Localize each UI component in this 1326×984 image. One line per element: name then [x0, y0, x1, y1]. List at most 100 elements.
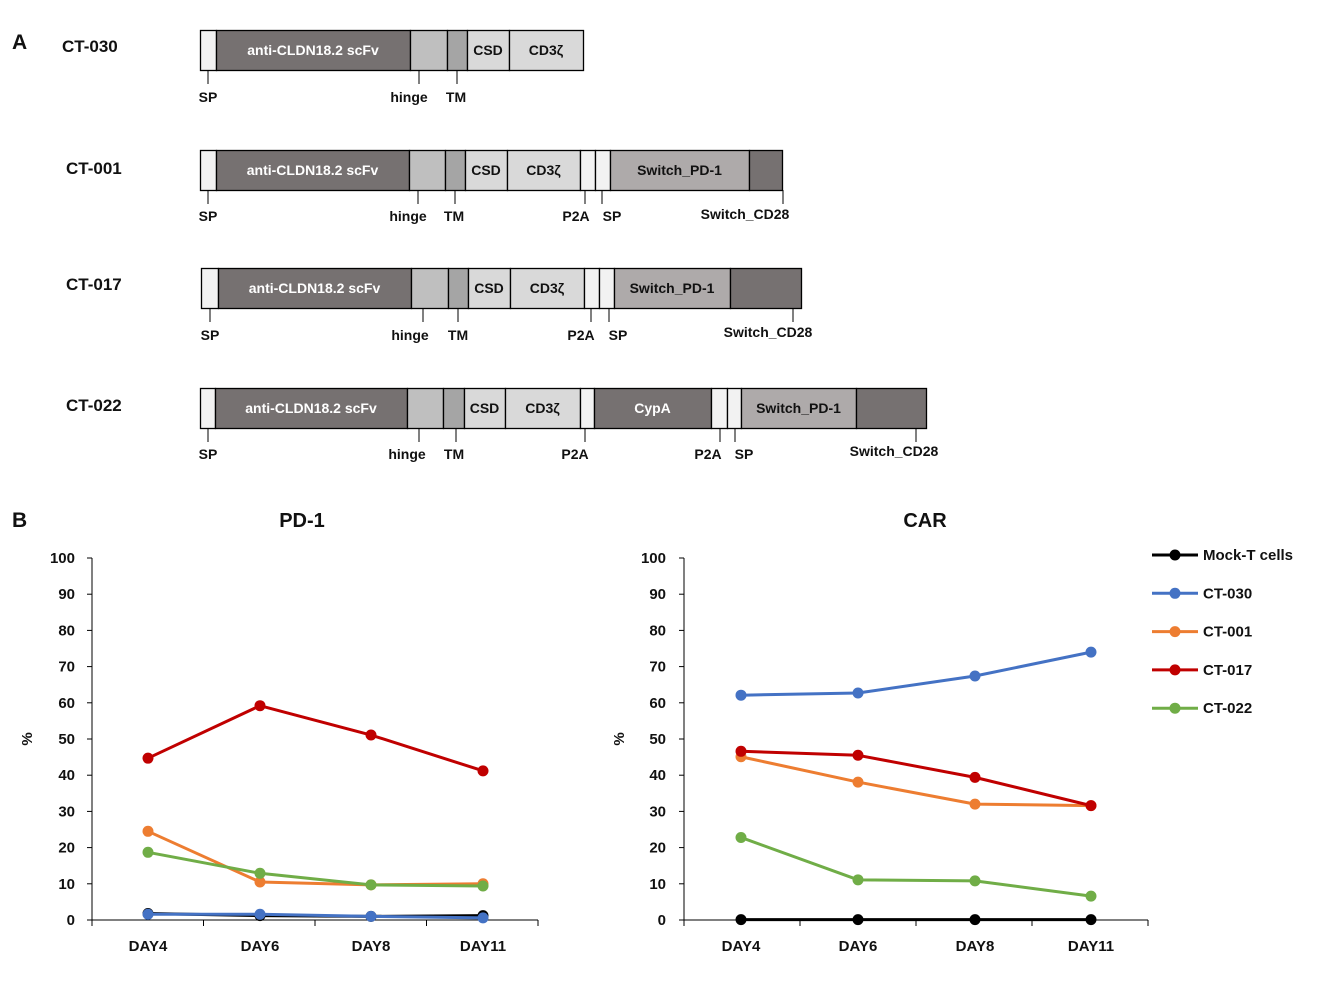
annotation-label: SP [603, 208, 622, 224]
annotation-label: SP [199, 208, 218, 224]
construct-diagrams: CT-030 anti-CLDN18.2 scFv CSD CD3ζ SP hinge TM… [62, 29, 939, 462]
segment-label: CSD [473, 42, 503, 58]
y-tick-label: 60 [649, 695, 666, 712]
segment-csd [467, 267, 512, 310]
annotation-label: P2A [561, 446, 588, 462]
data-point [142, 825, 154, 837]
legend-swatch-marker [1169, 587, 1181, 599]
x-tick-label: DAY11 [460, 938, 506, 955]
data-point [735, 831, 747, 843]
y-tick-label: 30 [58, 803, 75, 820]
x-tick-label: DAY6 [241, 938, 280, 955]
data-point [735, 689, 747, 701]
data-point [142, 752, 154, 764]
segment-csd [466, 29, 511, 72]
data-point [254, 876, 266, 888]
segment-label: CSD [470, 400, 500, 416]
segment-sp [726, 387, 743, 430]
y-tick-label: 0 [67, 912, 75, 929]
annotation-label: SP [199, 89, 218, 105]
segment-hinge [406, 387, 445, 430]
segment-tm [444, 149, 467, 192]
data-point [852, 914, 864, 926]
segment-p2a [710, 387, 729, 430]
series-ct017 [735, 745, 1097, 812]
segment-p2a [579, 149, 597, 192]
x-tick-label: DAY6 [839, 938, 878, 955]
series-ct030 [735, 646, 1097, 701]
segment-p2a [583, 267, 601, 310]
segment-switch_pd1 [613, 267, 732, 310]
segment-hinge [408, 149, 447, 192]
segment-tm [446, 29, 469, 72]
series-ct030 [142, 908, 489, 924]
y-tick-label: 100 [50, 550, 75, 567]
data-point [254, 700, 266, 712]
segment-label: CD3ζ [526, 162, 561, 178]
y-tick-label: 90 [649, 586, 666, 603]
y-tick-label: 70 [649, 659, 666, 676]
segment-label: CSD [474, 280, 504, 296]
series-line [740, 749, 1092, 808]
data-point [365, 879, 377, 891]
series-line [147, 829, 484, 887]
segment-label: CD3ζ [525, 400, 560, 416]
segment-tm [442, 387, 466, 430]
y-tick-label: 20 [58, 840, 75, 857]
construct-ct-017: CT-017 anti-CLDN18.2 scFv CSD CD3ζ Switch_PD… [66, 267, 813, 343]
y-tick-label: 70 [58, 659, 75, 676]
legend-label: CT-030 [1203, 585, 1252, 602]
annotation-label: SP [201, 327, 220, 343]
segment-cd3z [509, 267, 586, 310]
segment-label: anti-CLDN18.2 scFv [245, 400, 377, 416]
annotation-label: P2A [567, 327, 594, 343]
data-point [477, 765, 489, 777]
construct-ct-030: CT-030 anti-CLDN18.2 scFv CSD CD3ζ SP hinge TM [62, 29, 585, 105]
x-tick-label: DAY8 [352, 938, 391, 955]
legend-label: CT-001 [1203, 624, 1252, 641]
y-axis-title: % [19, 732, 36, 745]
y-tick-label: 100 [641, 550, 666, 567]
chart-title: CAR [903, 510, 947, 532]
series-ct022 [142, 846, 489, 892]
y-tick-label: 10 [649, 876, 666, 893]
annotation-label: SP [735, 446, 754, 462]
segment-switch_cd28 [748, 149, 784, 192]
legend-swatch-marker [1169, 549, 1181, 561]
legend-item-ct022: CT-022 [1152, 700, 1252, 717]
legend-label: CT-017 [1203, 662, 1252, 679]
segment-switch_cd28 [855, 387, 928, 430]
segment-cd3z [508, 29, 585, 72]
data-point [852, 687, 864, 699]
legend-item-ct017: CT-017 [1152, 662, 1252, 679]
annotation-label: TM [444, 208, 464, 224]
data-point [477, 912, 489, 924]
y-axis-title: % [611, 732, 628, 745]
annotation-label: hinge [388, 446, 426, 462]
data-point [254, 908, 266, 920]
data-point [1085, 914, 1097, 926]
segment-label: Switch_PD-1 [637, 162, 722, 178]
x-tick-label: DAY4 [722, 938, 761, 955]
y-tick-label: 40 [58, 767, 75, 784]
segment-hinge [410, 267, 450, 310]
data-point [969, 798, 981, 810]
series-line [148, 912, 484, 920]
chart-car: CAR 0 10 20 30 40 50 60 70 80 90 100 DAY4 DAY6 DAY8 DAY… [611, 510, 1149, 955]
y-tick-label: 0 [658, 912, 666, 929]
data-point [969, 670, 981, 682]
series-ct022 [735, 831, 1097, 902]
segment-label: Switch_PD-1 [756, 400, 841, 416]
construct-name: CT-030 [62, 37, 118, 56]
segment-label: anti-CLDN18.2 scFv [247, 162, 379, 178]
construct-name: CT-022 [66, 396, 122, 415]
segment-csd [463, 387, 507, 430]
segment-switch_cd28 [729, 267, 803, 310]
segment-scfv [215, 29, 412, 72]
legend-swatch-marker [1169, 702, 1181, 714]
x-tick-label: DAY4 [129, 938, 168, 955]
segment-tm [447, 267, 470, 310]
data-point [254, 867, 266, 879]
annotation-label: P2A [694, 446, 721, 462]
